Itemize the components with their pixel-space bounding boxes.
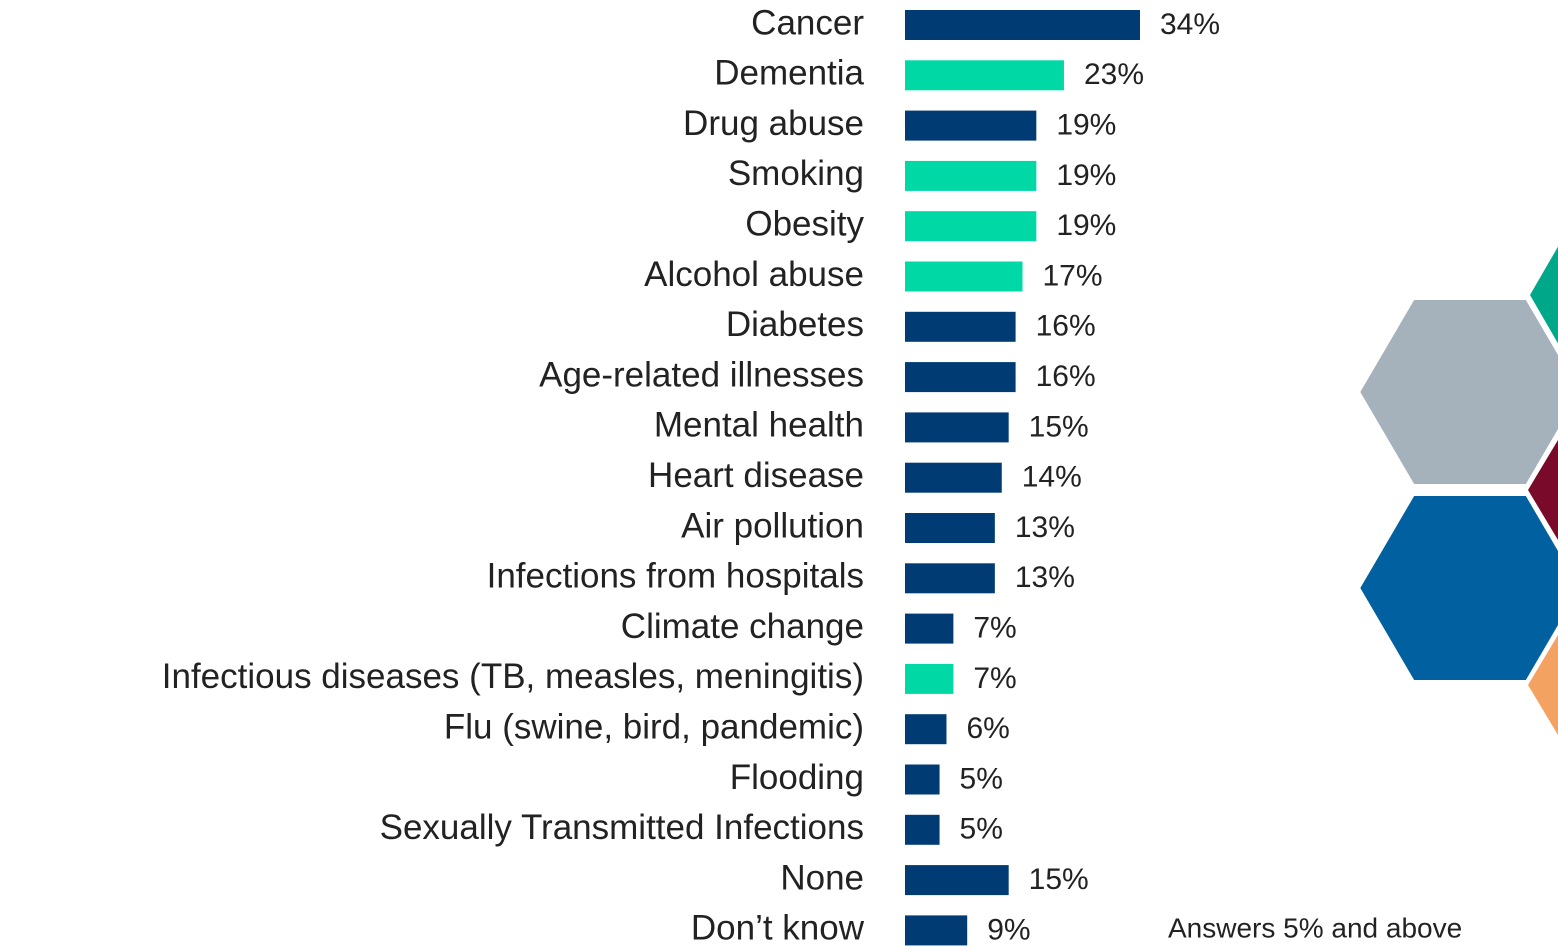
bar [905, 10, 1140, 40]
chart: Answers 5% and above Cancer 34% Dementia 23… [0, 0, 1558, 949]
bar [905, 865, 1009, 895]
hexagon [1358, 494, 1558, 682]
value-label: 13% [1015, 511, 1075, 544]
value-label: 19% [1056, 209, 1116, 242]
category-label: Cancer [751, 3, 864, 42]
category-label: Flooding [730, 758, 864, 797]
category-label: Air pollution [681, 506, 864, 545]
category-label: Heart disease [648, 456, 864, 495]
value-label: 13% [1015, 561, 1075, 594]
value-label: 15% [1029, 410, 1089, 443]
bar [905, 211, 1036, 241]
category-label: Smoking [728, 154, 864, 193]
bar [905, 60, 1064, 90]
category-label: Infectious diseases (TB, measles, mening… [162, 657, 864, 696]
value-label: 16% [1036, 360, 1096, 393]
bar [905, 111, 1036, 141]
bar [905, 463, 1002, 493]
bar [905, 915, 967, 945]
value-label: 7% [973, 612, 1016, 645]
category-label: Sexually Transmitted Infections [380, 808, 864, 847]
bar [905, 362, 1016, 392]
category-label: Age-related illnesses [539, 355, 864, 394]
bar [905, 765, 940, 795]
value-label: 16% [1036, 310, 1096, 343]
category-label: Alcohol abuse [644, 255, 864, 294]
value-label: 5% [960, 762, 1003, 795]
category-label: Drug abuse [683, 104, 864, 143]
value-label: 17% [1043, 259, 1103, 292]
category-label: Mental health [654, 406, 864, 445]
value-label: 7% [973, 662, 1016, 695]
category-label: Don’t know [691, 909, 865, 948]
category-label: None [780, 858, 864, 897]
bar [905, 412, 1009, 442]
category-label: Infections from hospitals [487, 557, 864, 596]
value-label: 14% [1022, 461, 1082, 494]
category-label: Dementia [714, 54, 864, 93]
value-label: 19% [1056, 109, 1116, 142]
value-label: 6% [966, 712, 1009, 745]
category-label: Climate change [621, 607, 864, 646]
category-label: Obesity [745, 204, 864, 243]
value-label: 23% [1084, 58, 1144, 91]
bar [905, 563, 995, 593]
bar [905, 161, 1036, 191]
bar [905, 664, 953, 694]
bar [905, 714, 946, 744]
value-label: 5% [960, 813, 1003, 846]
bar [905, 815, 940, 845]
bar [905, 614, 953, 644]
page: {"chart_data": {"type": "bar", "orientat… [0, 0, 1558, 949]
bar [905, 262, 1023, 292]
value-label: 34% [1160, 8, 1220, 41]
annotation: Answers 5% and above [1168, 912, 1462, 943]
bar [905, 513, 995, 543]
category-label: Diabetes [726, 305, 864, 344]
category-label: Flu (swine, bird, pandemic) [444, 707, 864, 746]
bar [905, 312, 1016, 342]
hexagon [1358, 298, 1558, 486]
value-label: 19% [1056, 159, 1116, 192]
value-label: 9% [987, 913, 1030, 946]
value-label: 15% [1029, 863, 1089, 896]
